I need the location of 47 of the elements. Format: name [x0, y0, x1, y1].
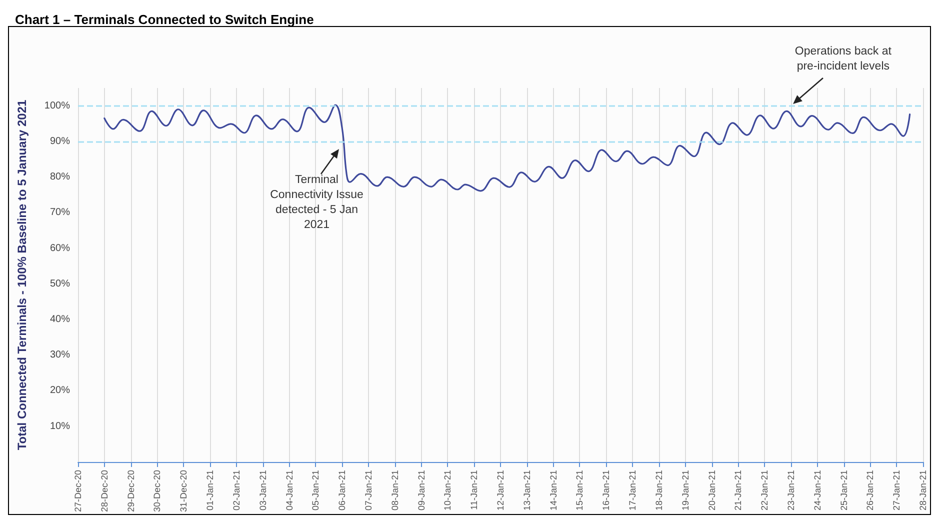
x-tick-label: 18-Jan-21	[654, 470, 664, 511]
y-tick-label: 70%	[50, 207, 70, 218]
x-tick-label: 01-Jan-21	[205, 470, 216, 511]
chart-title: Chart 1 – Terminals Connected to Switch Engine	[15, 12, 314, 27]
x-tick-label: 26-Jan-21	[865, 470, 876, 511]
x-tick-label: 28-Jan-21	[918, 470, 928, 511]
x-tick-label: 21-Jan-21	[733, 470, 744, 511]
x-tick-label: 13-Jan-21	[522, 470, 532, 511]
x-tick-label: 14-Jan-21	[548, 470, 558, 511]
x-tick-label: 16-Jan-21	[601, 470, 612, 511]
x-tick-label: 04-Jan-21	[284, 470, 294, 511]
annotation: Operations back at pre-incident levels	[794, 46, 892, 73]
x-tick-label: 17-Jan-21	[628, 470, 638, 511]
x-tick-label: 22-Jan-21	[760, 470, 770, 511]
y-tick-label: 10%	[50, 420, 70, 432]
x-tick-label: 27-Jan-21	[892, 470, 902, 511]
x-tick-label: 05-Jan-21	[310, 470, 321, 511]
x-tick-label: 12-Jan-21	[496, 470, 506, 511]
y-tick-label: 80%	[50, 172, 70, 183]
y-tick-label: 20%	[50, 385, 70, 396]
x-tick-label: 11-Jan-21	[469, 470, 480, 510]
y-tick-label: 40%	[50, 314, 70, 326]
x-tick-label: 02-Jan-21	[231, 470, 242, 511]
x-tick-label: 19-Jan-21	[680, 470, 690, 511]
x-tick-label: 29-Dec-20	[126, 470, 136, 512]
x-tick-label: 08-Jan-21	[390, 470, 400, 511]
y-tick-label: 60%	[50, 242, 70, 254]
x-tick-label: 24-Jan-21	[812, 470, 822, 511]
x-tick-label: 15-Jan-21	[574, 470, 585, 511]
x-tick-label: 28-Dec-20	[99, 470, 110, 512]
y-axis-title: Total Connected Terminals - 100% Baseline to 5 January 2021	[15, 99, 29, 450]
x-tick-label: 03-Jan-21	[258, 470, 268, 511]
x-tick-label: 09-Jan-21	[416, 470, 426, 511]
x-tick-label: 07-Jan-21	[363, 470, 374, 511]
y-tick-label: 30%	[50, 350, 70, 361]
x-tick-label: 27-Dec-20	[73, 470, 83, 512]
x-tick-label: 20-Jan-21	[706, 470, 717, 511]
x-tick-label: 06-Jan-21	[337, 470, 348, 511]
x-tick-label: 10-Jan-21	[442, 470, 453, 511]
y-tick-label: 90%	[50, 136, 70, 147]
x-tick-label: 30-Dec-20	[152, 470, 162, 512]
x-tick-label: 31-Dec-20	[178, 470, 189, 512]
y-tick-label: 100%	[44, 100, 70, 112]
x-tick-label: 23-Jan-21	[786, 470, 796, 511]
y-tick-label: 50%	[50, 278, 70, 290]
annotation: Terminal Connectivity Issue detected - 5 Jan 2021	[270, 174, 364, 232]
x-tick-label: 25-Jan-21	[838, 470, 849, 511]
